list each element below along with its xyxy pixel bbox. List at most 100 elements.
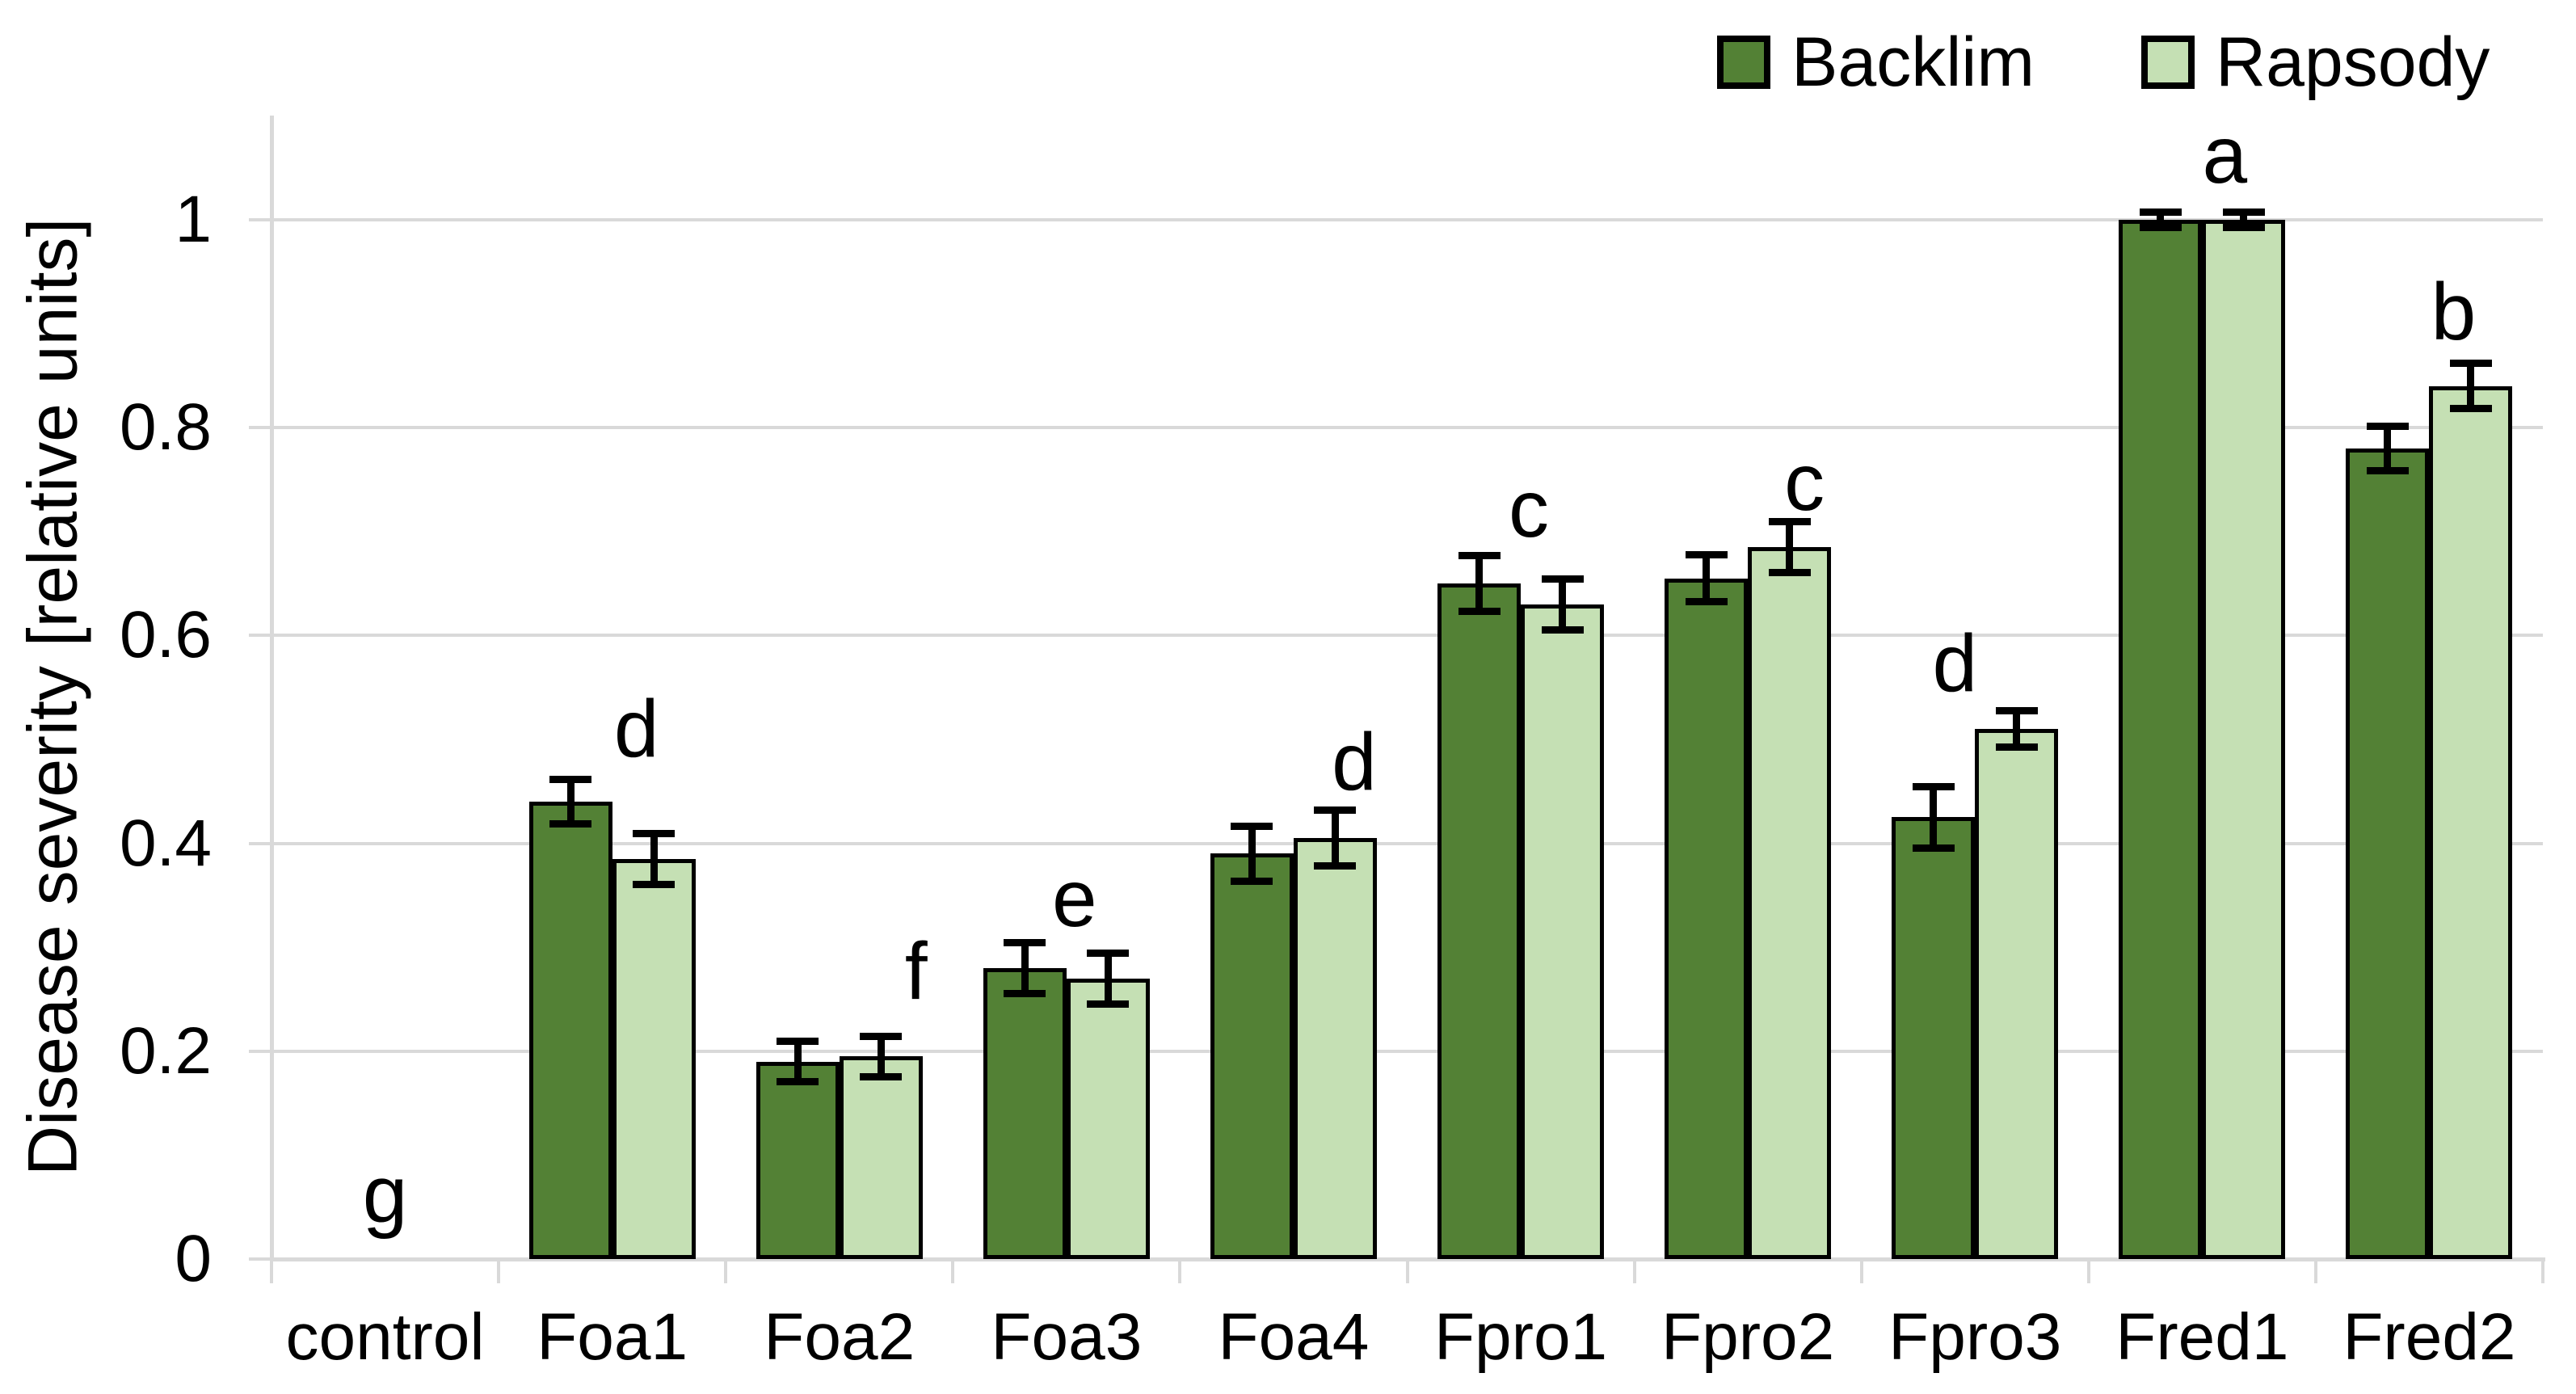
- error-bar-stem: [793, 1040, 802, 1083]
- error-bar-cap-bottom: [1768, 569, 1811, 577]
- error-bar-cap-bottom: [777, 1078, 819, 1086]
- y-tick-label: 1: [175, 183, 212, 256]
- error-bar-cap-top: [1004, 938, 1046, 946]
- significance-letter: c: [1784, 437, 1825, 529]
- bar-backlim: [2346, 448, 2430, 1259]
- error-bar-cap-bottom: [1995, 743, 2038, 752]
- error-bar-cap-top: [1995, 706, 2038, 714]
- legend-swatch-backlim: [1717, 36, 1770, 89]
- error-bar-cap-top: [1231, 822, 1273, 830]
- error-bar-stem: [1703, 554, 1711, 603]
- error-bar-cap-top: [2449, 360, 2492, 368]
- bar-backlim: [983, 967, 1067, 1259]
- x-tick-mark: [497, 1259, 501, 1283]
- error-bar-cap-top: [2366, 422, 2409, 430]
- error-bar-stem: [1475, 555, 1484, 612]
- x-category-label: Fpro1: [1433, 1300, 1608, 1374]
- error-bar-cap-bottom: [1541, 625, 1584, 634]
- significance-letter: c: [1509, 463, 1550, 554]
- legend-item-backlim: Backlim: [1717, 18, 2035, 107]
- y-tick-label: 0.2: [120, 1013, 212, 1088]
- legend-item-rapsody: Rapsody: [2141, 18, 2490, 107]
- bar-rapsody: [2429, 385, 2513, 1259]
- error-bar-cap-top: [1912, 782, 1955, 790]
- bar-rapsody: [1066, 978, 1150, 1259]
- significance-letter: d: [613, 684, 659, 775]
- y-axis-line: [270, 116, 274, 1261]
- error-bar-stem: [2384, 425, 2392, 472]
- x-category-label: Fpro2: [1661, 1300, 1835, 1374]
- error-bar-stem: [650, 832, 658, 886]
- significance-letter: d: [1332, 717, 1377, 808]
- bar-backlim: [1892, 817, 1976, 1259]
- significance-letter: g: [362, 1149, 408, 1240]
- x-category-label: Foa4: [1218, 1300, 1370, 1374]
- error-bar-cap-top: [1458, 552, 1501, 560]
- y-tick-mark: [249, 426, 271, 430]
- bar-rapsody: [1748, 547, 1832, 1259]
- x-category-label: Fred1: [2115, 1300, 2289, 1374]
- legend-swatch-rapsody: [2141, 36, 2195, 89]
- bar-backlim: [1437, 583, 1522, 1259]
- x-tick-mark: [951, 1259, 955, 1283]
- bar-backlim: [756, 1061, 840, 1259]
- x-category-label: control: [285, 1300, 485, 1374]
- bar-rapsody: [2202, 220, 2286, 1259]
- bar-rapsody: [612, 858, 696, 1259]
- bar-rapsody: [1975, 729, 2059, 1259]
- bar-backlim: [1665, 578, 1749, 1259]
- error-bar-cap-top: [2139, 208, 2182, 216]
- x-category-label: Foa2: [764, 1300, 915, 1374]
- x-tick-mark: [724, 1259, 728, 1283]
- x-tick-mark: [1405, 1259, 1409, 1283]
- error-bar-cap-bottom: [2222, 224, 2265, 232]
- y-gridline: [274, 1049, 2543, 1053]
- error-bar-stem: [1930, 785, 1938, 849]
- y-tick-mark: [249, 841, 271, 845]
- bar-rapsody: [1521, 604, 1605, 1259]
- error-bar-cap-bottom: [1912, 844, 1955, 853]
- error-bar-stem: [2240, 211, 2248, 229]
- bar-rapsody: [839, 1056, 923, 1259]
- y-tick-label: 0.6: [120, 598, 212, 672]
- error-bar-stem: [1021, 941, 1029, 995]
- error-bar-cap-top: [1768, 517, 1811, 525]
- bar-backlim: [1210, 853, 1294, 1259]
- error-bar-cap-bottom: [633, 881, 676, 889]
- y-tick-mark: [249, 1049, 271, 1053]
- y-tick-label: 0.8: [120, 390, 212, 465]
- error-bar-cap-bottom: [1314, 861, 1357, 870]
- x-tick-mark: [1859, 1259, 1863, 1283]
- error-bar-stem: [566, 778, 575, 825]
- significance-letter: a: [2202, 110, 2248, 201]
- error-bar-cap-top: [1314, 806, 1357, 815]
- y-gridline: [274, 634, 2543, 638]
- bar-backlim: [528, 802, 612, 1259]
- error-bar-cap-top: [1541, 575, 1584, 583]
- legend-label-backlim: Backlim: [1791, 23, 2035, 101]
- y-gridline: [274, 426, 2543, 430]
- bar-rapsody: [1293, 838, 1377, 1259]
- error-bar-cap-top: [777, 1037, 819, 1045]
- error-bar-cap-top: [549, 775, 592, 783]
- x-category-label: Fpro3: [1888, 1300, 2062, 1374]
- error-bar-cap-bottom: [1685, 598, 1728, 606]
- error-bar-cap-bottom: [2139, 224, 2182, 232]
- x-tick-mark: [270, 1259, 273, 1283]
- error-bar-cap-top: [860, 1032, 903, 1040]
- significance-letter: e: [1052, 853, 1097, 944]
- error-bar-stem: [2157, 211, 2165, 229]
- x-tick-mark: [2313, 1259, 2317, 1283]
- x-tick-mark: [2541, 1259, 2544, 1283]
- y-tick-mark: [249, 1257, 271, 1261]
- significance-letter: b: [2431, 267, 2477, 358]
- x-category-label: Fred2: [2342, 1300, 2516, 1374]
- x-tick-mark: [2086, 1259, 2090, 1283]
- y-tick-label: 0.4: [120, 806, 212, 880]
- y-tick-mark: [249, 218, 271, 221]
- error-bar-cap-bottom: [2449, 405, 2492, 413]
- error-bar-cap-top: [633, 829, 676, 837]
- error-bar-cap-top: [1685, 551, 1728, 559]
- error-bar-stem: [1248, 825, 1256, 882]
